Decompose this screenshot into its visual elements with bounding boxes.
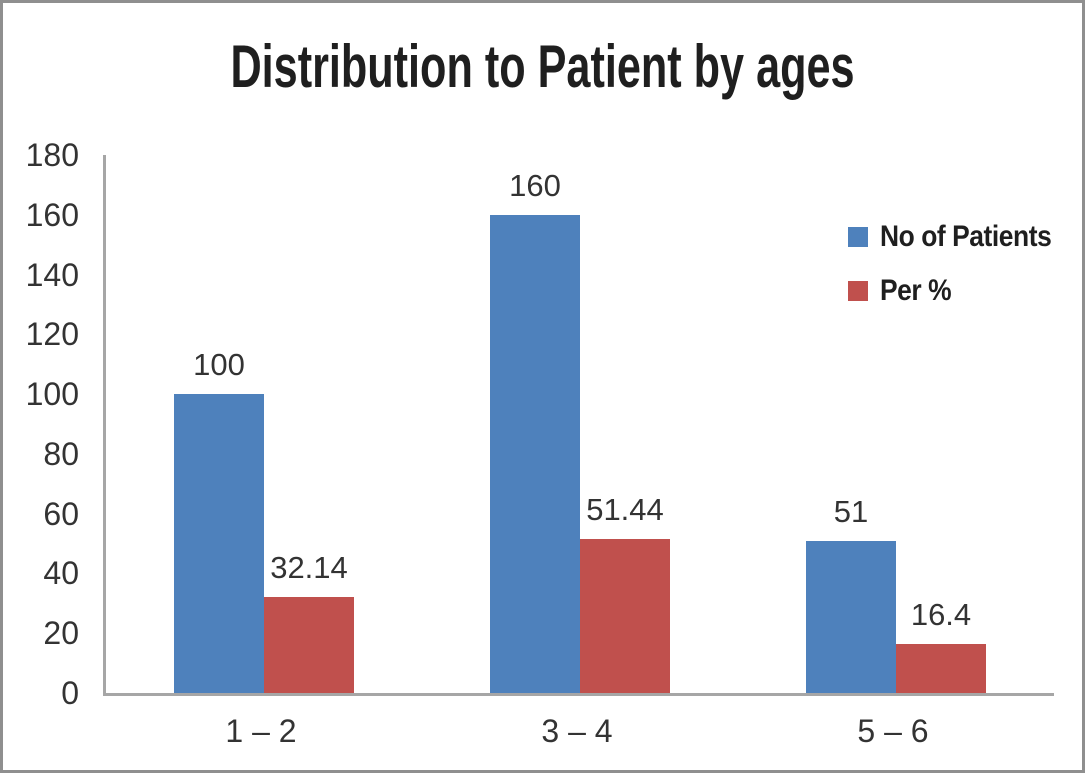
legend-swatch-per [848, 281, 868, 301]
y-axis: 0 20 40 60 80 100 120 140 160 180 [3, 138, 79, 710]
legend: No of Patients Per % [848, 219, 1075, 327]
bar-per [264, 596, 354, 693]
y-tick-label: 120 [25, 316, 79, 353]
legend-label: No of Patients [880, 220, 1052, 253]
legend-swatch-no-of-patients [848, 227, 868, 247]
chart-title: Distribution to Patient by ages [230, 33, 855, 100]
y-tick-label: 0 [61, 675, 79, 711]
y-tick-label: 180 [25, 137, 79, 173]
y-tick-label: 20 [43, 615, 79, 652]
legend-item-no-of-patients: No of Patients [848, 219, 1075, 255]
y-tick-label: 140 [25, 256, 79, 293]
x-category-label: 5 – 6 [857, 713, 929, 749]
plot-area: 100 32.14 160 51.44 51 16.4 [103, 155, 1054, 696]
bar-no-of-patients [490, 214, 580, 693]
x-category-label: 1 – 2 [225, 713, 297, 749]
bar-per [896, 643, 986, 693]
y-tick-label: 60 [43, 495, 79, 532]
bar-value-label: 100 [193, 347, 245, 383]
bar-value-label: 160 [509, 167, 561, 203]
bar-no-of-patients [174, 394, 264, 693]
y-tick-label: 100 [25, 376, 79, 413]
bar-value-label: 32.14 [270, 549, 348, 585]
bar-no-of-patients [806, 540, 896, 693]
bar-value-label: 16.4 [910, 596, 972, 632]
y-tick-label: 40 [43, 555, 79, 592]
x-axis: 1 – 2 3 – 4 5 – 6 [103, 709, 1051, 753]
bar-value-label: 51.44 [586, 492, 664, 528]
legend-item-per: Per % [848, 273, 1075, 309]
y-tick-label: 160 [25, 196, 79, 233]
bar-per [580, 539, 670, 693]
x-category-label: 3 – 4 [541, 713, 613, 749]
legend-label: Per % [880, 274, 952, 307]
bar-value-label: 51 [833, 493, 869, 529]
y-tick-label: 80 [43, 435, 79, 472]
